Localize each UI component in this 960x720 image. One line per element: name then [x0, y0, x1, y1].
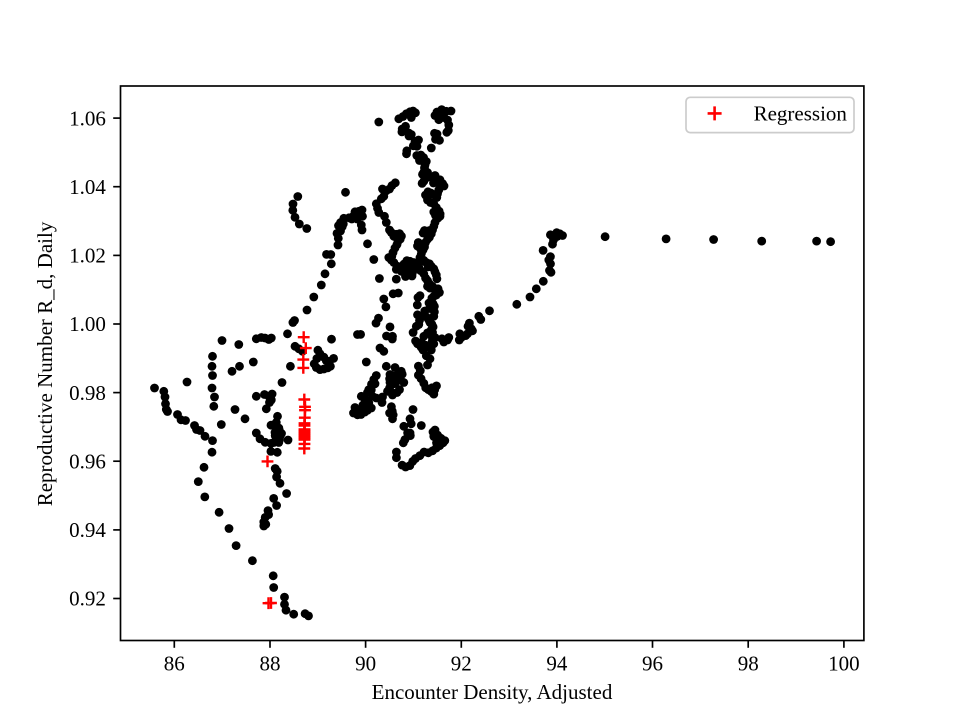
svg-text:98: 98: [738, 652, 759, 676]
svg-text:96: 96: [642, 652, 663, 676]
svg-text:100: 100: [828, 652, 860, 676]
svg-text:90: 90: [355, 652, 376, 676]
svg-text:1.00: 1.00: [69, 312, 106, 336]
svg-text:1.06: 1.06: [69, 106, 106, 130]
svg-text:0.94: 0.94: [69, 518, 106, 542]
svg-text:Reproductive Number R_d, Daily: Reproductive Number R_d, Daily: [33, 221, 57, 506]
svg-text:92: 92: [451, 652, 472, 676]
svg-text:Encounter Density, Adjusted: Encounter Density, Adjusted: [372, 680, 613, 704]
svg-text:0.92: 0.92: [69, 587, 106, 611]
svg-text:Regression: Regression: [754, 102, 848, 126]
svg-text:86: 86: [164, 652, 185, 676]
svg-text:0.96: 0.96: [69, 449, 106, 473]
svg-text:1.04: 1.04: [69, 175, 106, 199]
svg-text:1.02: 1.02: [69, 244, 106, 268]
svg-text:0.98: 0.98: [69, 381, 106, 405]
svg-text:94: 94: [546, 652, 568, 676]
svg-text:88: 88: [260, 652, 281, 676]
